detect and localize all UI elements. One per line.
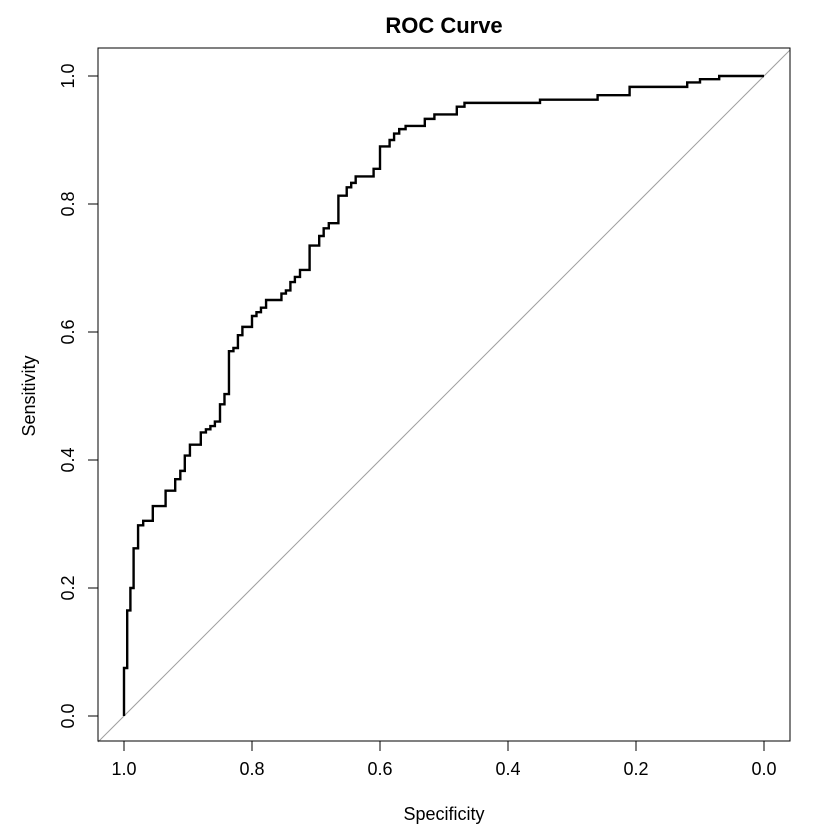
roc-curve-line bbox=[122, 74, 764, 716]
x-tick-label: 0.6 bbox=[367, 759, 392, 779]
y-tick-label: 0.6 bbox=[58, 319, 78, 344]
x-tick-label: 0.4 bbox=[495, 759, 520, 779]
x-axis-label: Specificity bbox=[403, 804, 484, 824]
y-axis-label: Sensitivity bbox=[19, 355, 39, 436]
y-axis: 0.0 0.2 0.4 0.6 0.8 1.0 bbox=[58, 63, 99, 729]
y-tick-label: 1.0 bbox=[58, 63, 78, 88]
x-tick-label: 0.8 bbox=[239, 759, 264, 779]
x-tick-label: 1.0 bbox=[111, 759, 136, 779]
x-tick-label: 0.0 bbox=[751, 759, 776, 779]
x-tick-label: 0.2 bbox=[623, 759, 648, 779]
chart-title: ROC Curve bbox=[385, 13, 502, 38]
y-tick-label: 0.4 bbox=[58, 447, 78, 472]
y-tick-label: 0.2 bbox=[58, 575, 78, 600]
reference-diagonal-line bbox=[97, 49, 791, 743]
y-tick-label: 0.0 bbox=[58, 703, 78, 728]
y-tick-label: 0.8 bbox=[58, 191, 78, 216]
x-axis: 1.0 0.8 0.6 0.4 0.2 0.0 bbox=[111, 740, 777, 779]
